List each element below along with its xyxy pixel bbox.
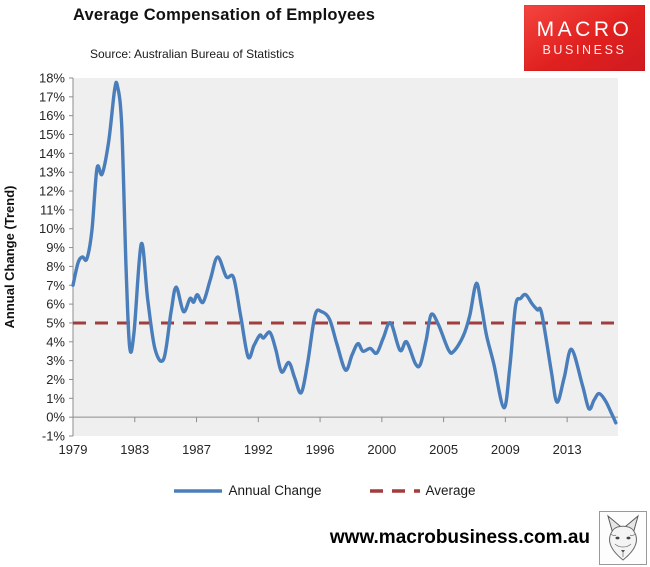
y-axis-tick-label: 0% [46, 410, 65, 425]
y-axis-tick-label: 18% [39, 71, 65, 86]
x-axis-tick-label: 2000 [367, 442, 396, 457]
chart-subtitle: Source: Australian Bureau of Statistics [90, 47, 295, 61]
y-axis-tick-label: 17% [39, 89, 65, 104]
x-axis-tick-label: 1992 [244, 442, 273, 457]
y-axis-tick-label: 11% [40, 202, 65, 217]
average-swatch-icon [369, 488, 420, 493]
x-axis-tick-label: 2005 [429, 442, 458, 457]
legend: Annual Change Average [0, 483, 650, 498]
x-axis-tick-label: 1996 [306, 442, 335, 457]
y-axis-tick-label: 15% [39, 127, 65, 142]
logo-text-business: BUSINESS [542, 43, 627, 58]
macrobusiness-logo: MACRO BUSINESS [524, 5, 645, 71]
y-axis-tick-label: 13% [39, 165, 65, 180]
y-axis-tick-label: 3% [46, 353, 65, 368]
y-axis-tick-label: 5% [46, 315, 65, 330]
y-axis-tick-label: 2% [46, 372, 65, 387]
y-axis-tick-label: -1% [42, 429, 66, 444]
annual-change-line [71, 80, 618, 425]
y-axis-tick-label: 9% [46, 240, 65, 255]
plot-area [73, 78, 618, 436]
legend-item-average: Average [369, 483, 476, 498]
y-axis-tick-label: 7% [46, 278, 65, 293]
y-axis-tick-label: 6% [46, 297, 65, 312]
footer: www.macrobusiness.com.au [330, 511, 647, 565]
y-axis-tick-label: 1% [46, 391, 65, 406]
y-axis-tick-label: 14% [39, 146, 65, 161]
x-axis-tick-label: 2013 [553, 442, 582, 457]
y-axis-title: Annual Change (Trend) [2, 186, 17, 329]
y-axis-tick-label: 12% [39, 184, 65, 199]
y-axis-tick-label: 10% [39, 221, 65, 236]
y-axis-tick-label: 4% [46, 334, 65, 349]
chart-title: Average Compensation of Employees [73, 6, 376, 24]
website-url: www.macrobusiness.com.au [329, 527, 590, 548]
x-axis-tick-label: 1987 [182, 442, 211, 457]
x-axis-tick-label: 1979 [59, 442, 88, 457]
legend-label-annual-change: Annual Change [228, 483, 322, 498]
legend-item-annual-change: Annual Change [174, 483, 322, 498]
wolf-logo-icon [599, 511, 647, 565]
chart-canvas: 18% 17% 16% 15% 14% 13% 12% 11% 10% 9% 8% 7% 6% 5% 4% 3… [2, 71, 618, 457]
legend-label-average: Average [425, 483, 476, 498]
logo-text-macro: MACRO [536, 17, 633, 41]
x-axis-tick-label: 2009 [491, 442, 520, 457]
y-axis-tick-label: 8% [46, 259, 65, 274]
annual-change-swatch-icon [174, 488, 223, 493]
x-axis-tick-label: 1983 [120, 442, 149, 457]
y-axis-tick-label: 16% [39, 108, 65, 123]
